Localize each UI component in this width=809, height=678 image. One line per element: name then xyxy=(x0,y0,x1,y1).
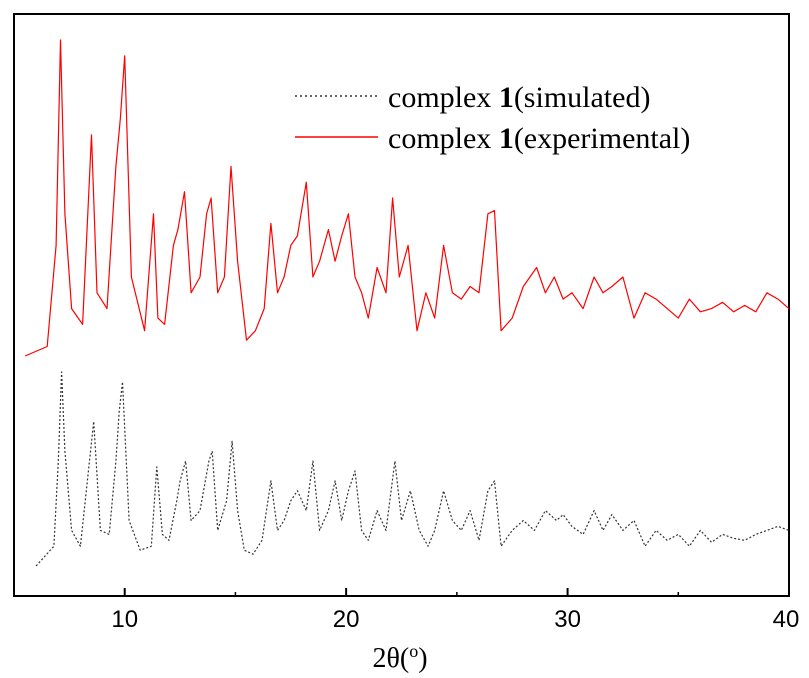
x-tick-label-20: 20 xyxy=(333,606,360,633)
x-tick-label-10: 10 xyxy=(111,606,138,633)
plot-frame xyxy=(13,13,790,597)
x-axis-title: 2θ(o) xyxy=(372,641,427,674)
series-layer xyxy=(24,39,790,567)
x-axis: 10 20 30 40 xyxy=(13,588,800,633)
x-tick-label-30: 30 xyxy=(554,606,581,633)
legend-label-simulated: complex 1(simulated) xyxy=(388,81,650,114)
x-tick-label-40: 40 xyxy=(773,606,800,633)
series-line-simulated xyxy=(35,371,790,567)
legend-label-experimental: complex 1(experimental) xyxy=(388,122,690,155)
legend: complex 1(simulated) complex 1(experimen… xyxy=(295,81,690,155)
series-line-experimental xyxy=(24,39,790,357)
